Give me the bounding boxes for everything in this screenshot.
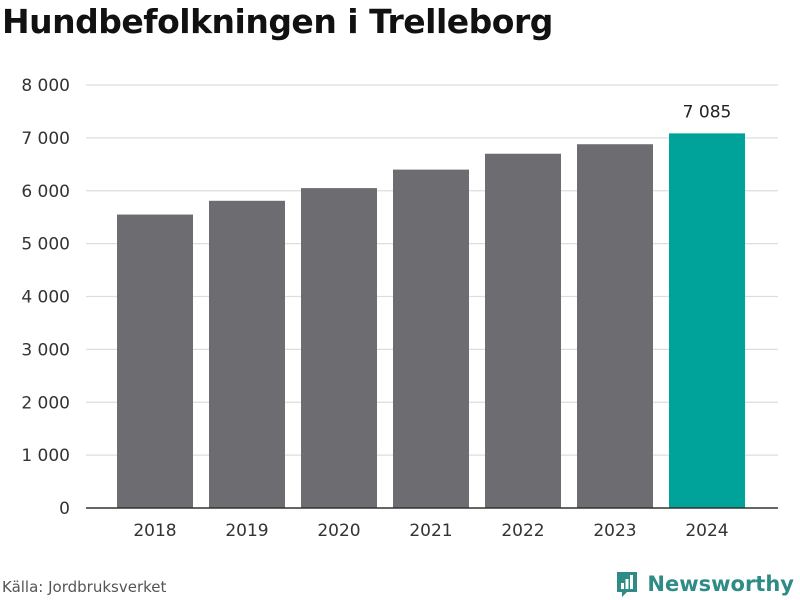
bar (669, 133, 745, 509)
bar (577, 144, 653, 508)
y-tick-label: 2 000 (21, 393, 70, 413)
y-tick-label: 5 000 (21, 235, 70, 255)
bar (117, 214, 193, 508)
y-tick-label: 1 000 (21, 446, 70, 466)
brand-logo: Newsworthy (615, 568, 794, 600)
bar (301, 188, 377, 508)
data-label: 7 085 (683, 102, 732, 122)
x-tick-label: 2021 (409, 521, 452, 541)
x-tick-label: 2023 (593, 521, 636, 541)
y-tick-label: 8 000 (21, 76, 70, 96)
y-tick-label: 7 000 (21, 129, 70, 149)
x-tick-label: 2020 (317, 521, 360, 541)
y-tick-label: 3 000 (21, 340, 70, 360)
bar (485, 153, 561, 509)
chart-title: Hundbefolkningen i Trelleborg (2, 2, 553, 41)
bar (393, 169, 469, 508)
x-tick-label: 2022 (501, 521, 544, 541)
y-tick-label: 4 000 (21, 288, 70, 308)
y-tick-label: 6 000 (21, 182, 70, 202)
bar (209, 200, 285, 508)
newsworthy-logo-icon (617, 572, 638, 597)
brand-name: Newsworthy (647, 572, 794, 596)
source-note: Källa: Jordbruksverket (2, 578, 167, 596)
x-tick-label: 2019 (225, 521, 268, 541)
x-tick-label: 2018 (133, 521, 176, 541)
y-tick-label: 0 (59, 499, 70, 519)
x-tick-label: 2024 (685, 521, 728, 541)
